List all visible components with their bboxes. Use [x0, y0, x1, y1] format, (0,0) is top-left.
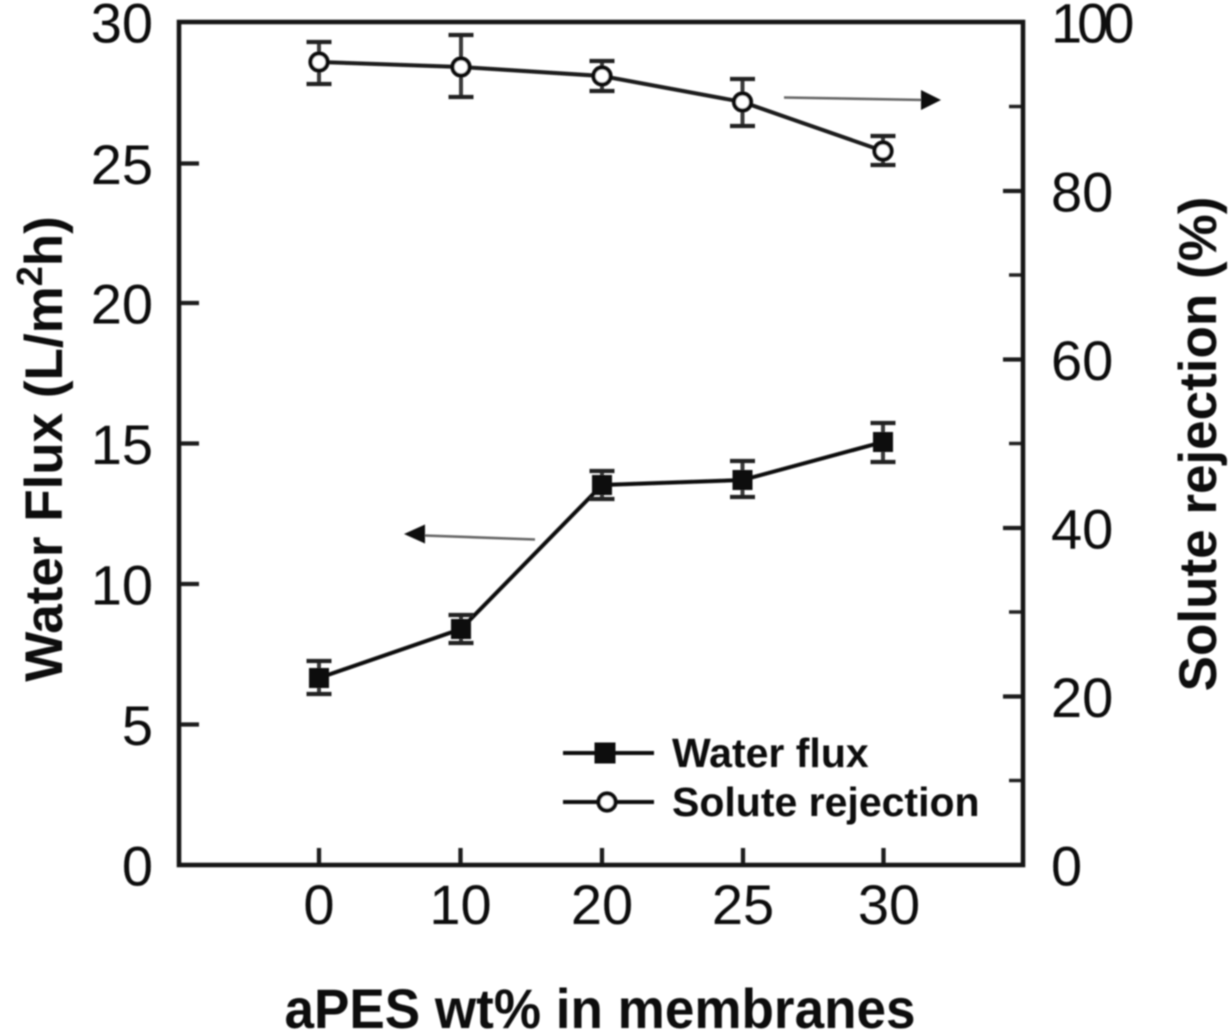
svg-text:80: 80 — [1051, 160, 1113, 223]
svg-text:aPES wt% in membranes: aPES wt% in membranes — [285, 977, 916, 1031]
svg-text:60: 60 — [1051, 329, 1113, 392]
svg-text:0: 0 — [122, 834, 153, 897]
svg-text:20: 20 — [571, 873, 633, 936]
svg-text:40: 40 — [1051, 497, 1113, 560]
svg-text:Water Flux (L/m2h): Water Flux (L/m2h) — [9, 216, 74, 682]
svg-text:5: 5 — [122, 694, 153, 757]
svg-text:100: 100 — [1051, 0, 1132, 54]
svg-text:25: 25 — [91, 133, 153, 196]
svg-text:20: 20 — [1051, 666, 1113, 729]
svg-text:30: 30 — [91, 0, 153, 54]
svg-text:10: 10 — [429, 873, 491, 936]
svg-text:Solute rejection: Solute rejection — [672, 779, 980, 825]
svg-text:Solute rejection (%): Solute rejection (%) — [1169, 197, 1228, 692]
svg-text:0: 0 — [1051, 834, 1082, 897]
svg-text:0: 0 — [303, 873, 334, 936]
svg-text:15: 15 — [91, 413, 153, 476]
svg-text:Water flux: Water flux — [672, 730, 869, 776]
svg-text:25: 25 — [712, 873, 774, 936]
svg-text:20: 20 — [91, 272, 153, 335]
svg-text:30: 30 — [858, 873, 920, 936]
svg-text:10: 10 — [91, 553, 153, 616]
